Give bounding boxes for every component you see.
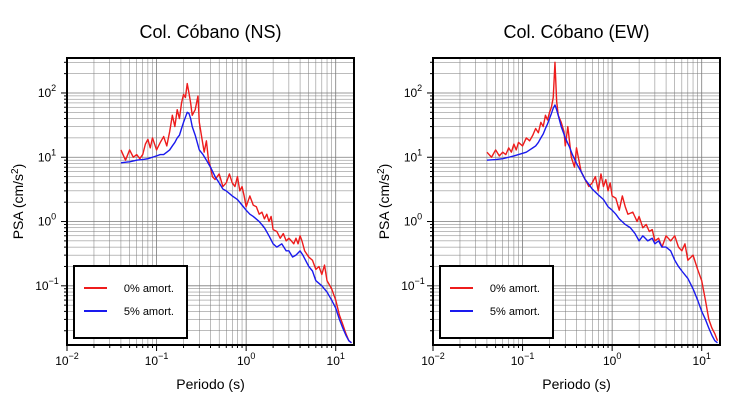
series-group: [486, 61, 719, 344]
series-line-0-damping: [486, 61, 719, 341]
legend-label: 5% amort.: [124, 306, 174, 318]
x-tick-label: 101: [693, 351, 711, 368]
y-tick-label: 102: [404, 83, 422, 100]
x-tick-label: 100: [603, 351, 621, 368]
y-tick-label: 10−1: [401, 276, 425, 293]
x-axis-label: Periodo (s): [542, 376, 610, 392]
x-tick-label: 101: [327, 351, 345, 368]
y-tick-label: 100: [38, 212, 56, 229]
y-tick-label: 100: [404, 212, 422, 229]
legend-label: 0% amort.: [124, 283, 174, 295]
legend-label: 0% amort.: [490, 283, 540, 295]
series-group: [120, 82, 352, 344]
chart-panel-ew: 10−2 10−1 100 101 10−1 100 101 102 0% amort. 5% a…: [376, 22, 721, 392]
plot-frame: [432, 57, 721, 346]
plot-frame: [66, 57, 355, 346]
y-tick-label: 101: [404, 147, 422, 164]
y-tick-label: 102: [38, 83, 56, 100]
y-axis-label: PSA (cm/s2): [376, 164, 392, 240]
series-line-5-damping: [120, 111, 352, 344]
y-tick-label: 101: [38, 147, 56, 164]
chart-title: Col. Cóbano (EW): [503, 22, 649, 42]
chart-panel-ns: 10−2 10−1 100 101 10−1 100 101 102 0% amort. 5% a…: [10, 22, 355, 392]
legend-label: 5% amort.: [490, 306, 540, 318]
x-tick-label: 10−1: [145, 351, 169, 368]
x-axis-label: Periodo (s): [176, 376, 244, 392]
x-tick-label: 10−1: [511, 351, 535, 368]
series-line-5-damping: [486, 104, 718, 344]
grid: [67, 58, 354, 345]
chart-title: Col. Cóbano (NS): [139, 22, 281, 42]
x-tick-label: 10−2: [55, 351, 79, 368]
legend: 0% amort. 5% amort.: [73, 265, 188, 339]
legend-box: [439, 265, 554, 339]
y-axis-label: PSA (cm/s2): [10, 164, 26, 240]
y-tick-label: 10−1: [35, 276, 59, 293]
legend-box: [73, 265, 188, 339]
x-tick-label: 100: [237, 351, 255, 368]
x-tick-label: 10−2: [421, 351, 445, 368]
series-line-0-damping: [120, 82, 352, 344]
legend: 0% amort. 5% amort.: [439, 265, 554, 339]
